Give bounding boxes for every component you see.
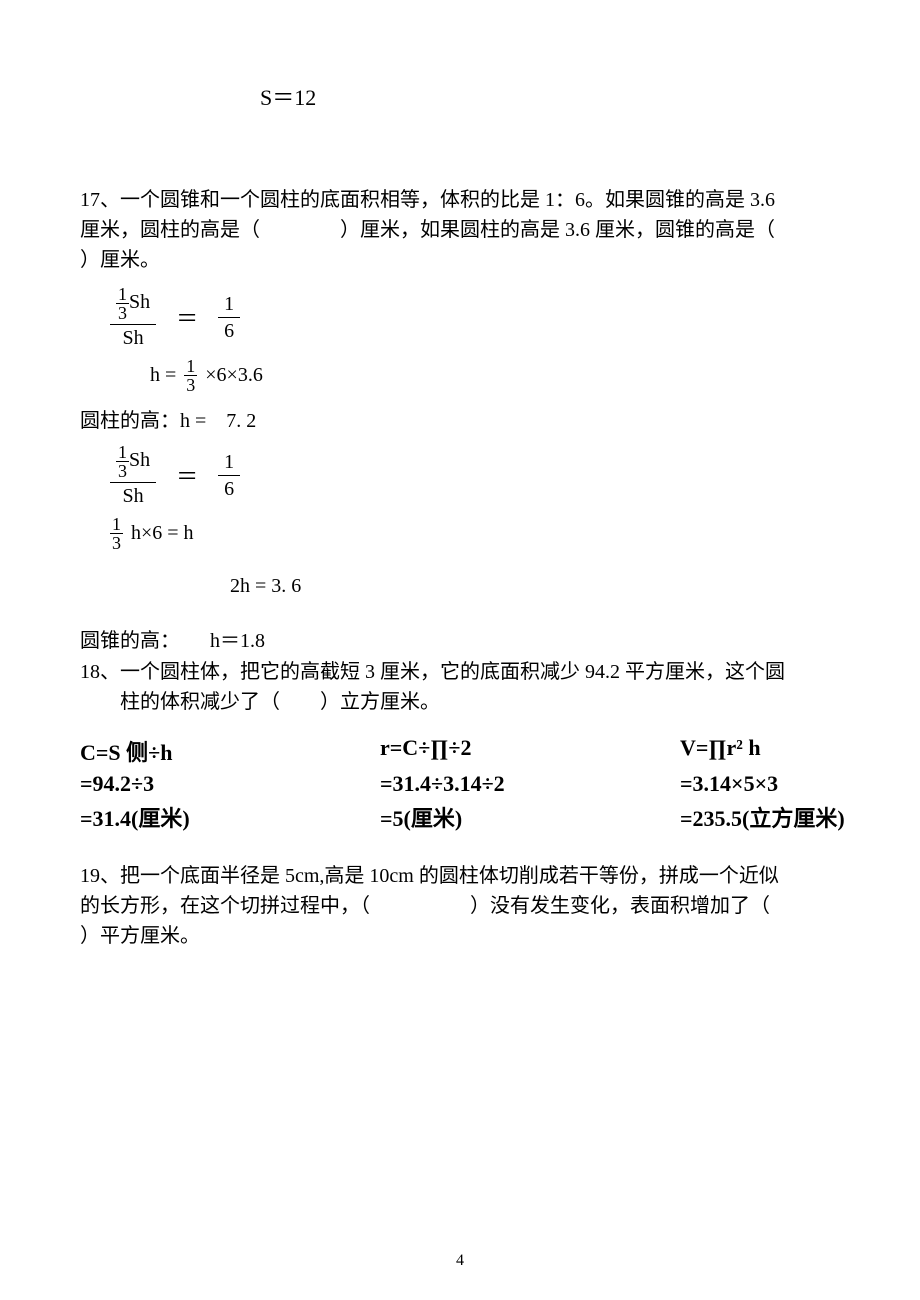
q17-equation-1: 1 3 Sh Sh ＝ 1 6 xyxy=(110,285,840,349)
q17-equation-2: 1 3 Sh Sh ＝ 1 6 xyxy=(110,443,840,507)
q19-line2: 的长方形，在这个切拼过程中，（ ）没有发生变化，表面积增加了（ xyxy=(80,891,840,921)
q18-line2: 柱的体积减少了（ ）立方厘米。 xyxy=(80,687,840,717)
q17-line1: 17、一个圆锥和一个圆柱的底面积相等，体积的比是 1：6。如果圆锥的高是 3.6 xyxy=(80,185,840,215)
q17-cone-height: 圆锥的高： h＝1.8 xyxy=(80,624,840,653)
q17-eq2-line2: 2h = 3. 6 xyxy=(230,570,840,602)
q17-h-equation: h = 1 3 ×6×3.6 xyxy=(150,357,840,394)
q17-cylinder-height: 圆柱的高：h = 7. 2 xyxy=(80,404,840,433)
q18-calc-row3: =31.4(厘米) =5(厘米) =235.5(立方厘米) xyxy=(80,801,840,833)
q17-line3: ）厘米。 xyxy=(80,245,840,275)
q17-line2: 厘米，圆柱的高是（ ）厘米，如果圆柱的高是 3.6 厘米，圆锥的高是（ xyxy=(80,215,840,245)
header-equation: S＝12 xyxy=(260,80,840,115)
q19-line3: ）平方厘米。 xyxy=(80,921,840,951)
q17-eq2-line1: 1 3 h×6 = h xyxy=(110,515,840,552)
page-number: 4 xyxy=(0,1252,920,1270)
q18-line1: 18、一个圆柱体，把它的高截短 3 厘米，它的底面积减少 94.2 平方厘米，这… xyxy=(80,657,840,687)
q18-calc-row1: C=S 侧÷h r=C÷∏÷2 V=∏r² h xyxy=(80,735,840,767)
q19-line1: 19、把一个底面半径是 5cm,高是 10cm 的圆柱体切削成若干等份，拼成一个… xyxy=(80,861,840,891)
q18-calc-row2: =94.2÷3 =31.4÷3.14÷2 =3.14×5×3 xyxy=(80,771,840,797)
